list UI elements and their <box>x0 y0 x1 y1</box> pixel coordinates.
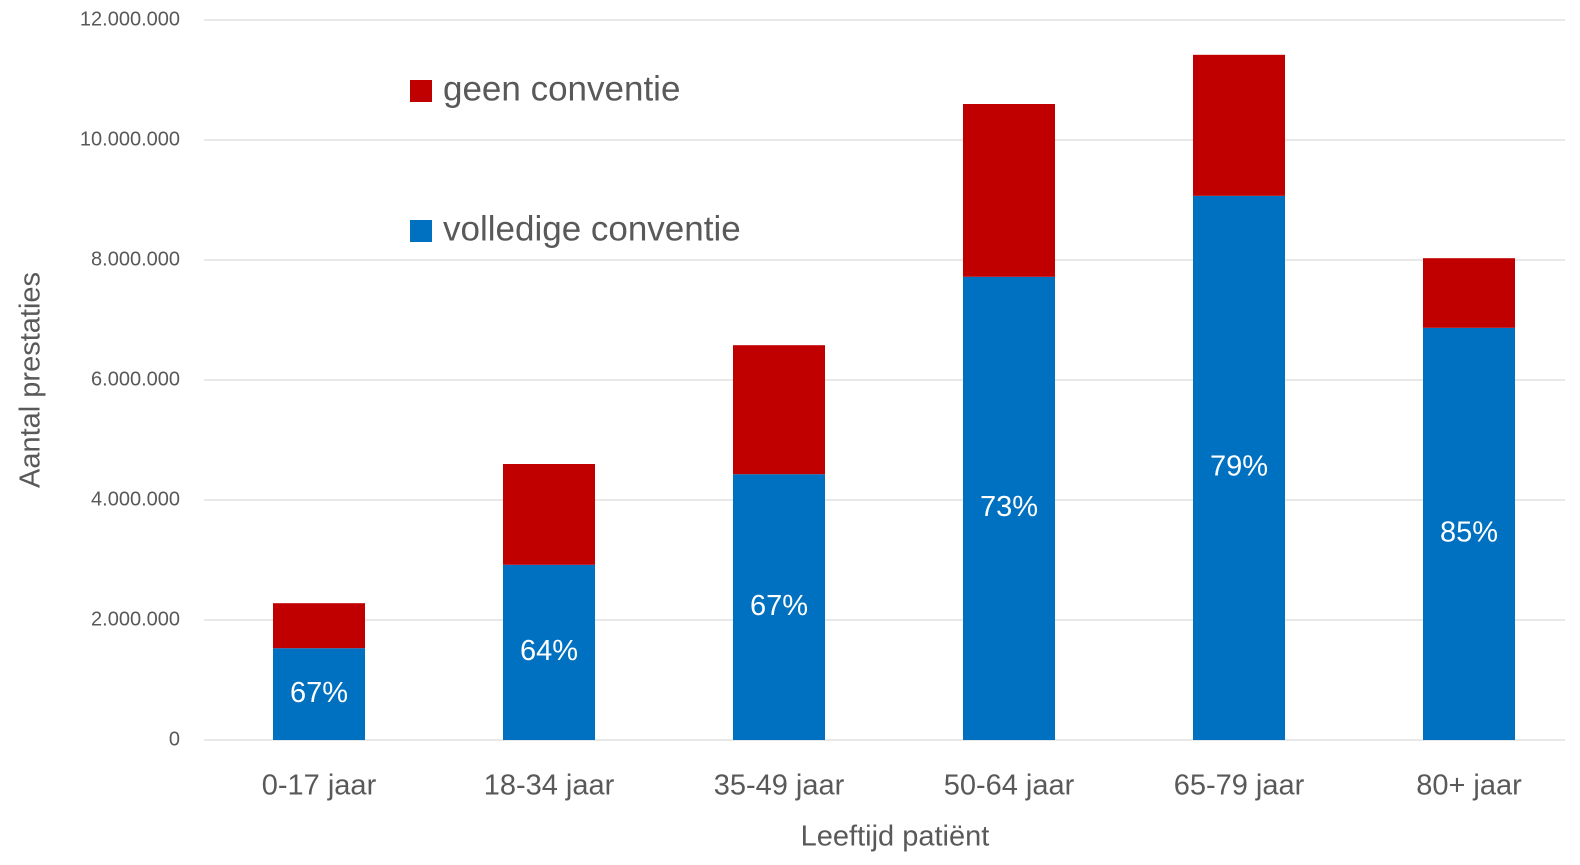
x-axis-title: Leeftijd patiënt <box>801 821 990 853</box>
data-label: 64% <box>520 635 578 667</box>
data-label: 85% <box>1440 517 1498 549</box>
bar-segment <box>1423 327 1515 740</box>
y-tick-label: 4.000.000 <box>91 488 180 510</box>
x-tick-label: 80+ jaar <box>1416 770 1522 802</box>
y-tick-label: 0 <box>169 728 180 750</box>
bar-segment <box>963 104 1055 277</box>
bar-segment <box>273 648 365 740</box>
x-tick-label: 18-34 jaar <box>484 770 615 802</box>
bar-segment <box>1193 195 1285 741</box>
y-axis-title: Aantal prestaties <box>15 272 47 488</box>
x-tick-label: 50-64 jaar <box>944 770 1075 802</box>
data-label: 67% <box>750 590 808 622</box>
y-tick-label: 8.000.000 <box>91 248 180 270</box>
x-tick-label: 35-49 jaar <box>714 770 845 802</box>
bar-segment <box>1193 54 1285 196</box>
legend-swatch <box>410 80 432 102</box>
bar-segment <box>273 603 365 649</box>
legend-label: geen conventie <box>443 69 680 108</box>
x-tick-label: 0-17 jaar <box>262 770 377 802</box>
data-label: 73% <box>980 491 1038 523</box>
data-label: 67% <box>290 677 348 709</box>
y-tick-label: 10.000.000 <box>80 128 180 150</box>
y-tick-label: 12.000.000 <box>80 8 180 30</box>
bar-segment <box>1423 258 1515 328</box>
y-tick-label: 6.000.000 <box>91 368 180 390</box>
legend-label: volledige conventie <box>443 209 741 248</box>
bar-segment <box>503 564 595 740</box>
data-label: 79% <box>1210 451 1268 483</box>
bar-segment <box>503 464 595 565</box>
y-tick-label: 2.000.000 <box>91 608 180 630</box>
bar-segment <box>733 474 825 740</box>
bar-segment <box>733 345 825 475</box>
x-tick-label: 65-79 jaar <box>1174 770 1305 802</box>
bar-segment <box>963 276 1055 740</box>
legend-swatch <box>410 220 432 242</box>
